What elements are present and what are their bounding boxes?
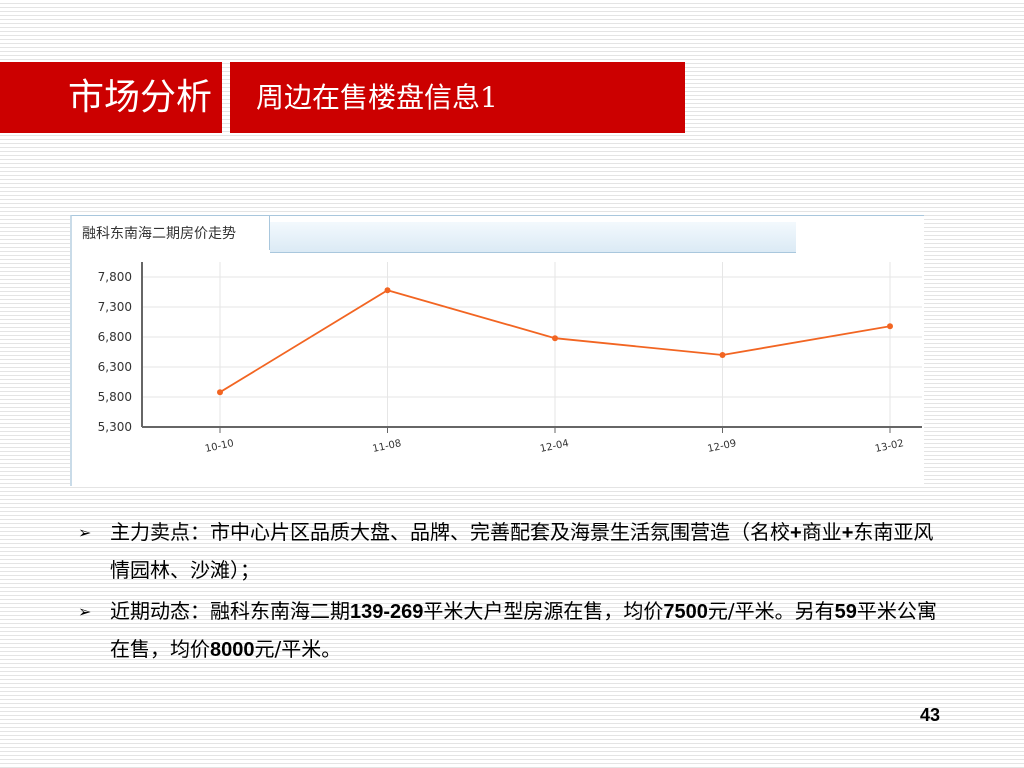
bullet-text: 平米公寓在售，均价	[110, 599, 937, 661]
bullet-item: ➢ 主力卖点：市中心片区品质大盘、品牌、完善配套及海景生活氛围营造（名校+商业+东…	[78, 514, 948, 589]
x-tick-label: 11-08	[372, 438, 403, 455]
arrow-bullet-icon: ➢	[78, 602, 92, 621]
page-title: 周边在售楼盘信息1	[230, 62, 685, 133]
bullet-text: 139-269	[350, 601, 424, 623]
y-tick-label: 7,800	[98, 270, 132, 284]
chart-panel: 融科东南海二期房价走势 7,800 7,300 6,800 6,300 5,800 5,3…	[70, 215, 924, 486]
bullet-text: 东南亚风情园林、沙滩）；	[110, 520, 934, 582]
y-tick-label: 5,300	[98, 420, 132, 434]
x-tick-label: 12-04	[539, 438, 570, 455]
chart-title-tab[interactable]: 融科东南海二期房价走势	[72, 216, 270, 250]
bullet-text: +	[841, 522, 854, 544]
chart-header-bar	[270, 222, 796, 253]
section-title: 市场分析	[0, 62, 222, 133]
bullet-text: 近期动态：融科东南海二期	[110, 599, 350, 623]
x-tick-label: 10-10	[204, 438, 235, 455]
x-tick-label: 12-09	[707, 438, 738, 455]
bullet-text: 元/平米。	[254, 637, 342, 661]
x-tick-label: 13-02	[874, 438, 905, 455]
bullet-text: 主力卖点：市中心片区品质大盘、品牌、完善配套及海景生活氛围营造（名校	[110, 520, 790, 544]
bullet-item: ➢ 近期动态：融科东南海二期139-269平米大户型房源在售，均价7500元/平米…	[78, 593, 948, 669]
bullet-text: 元/平米。另有	[707, 599, 835, 623]
bullet-text: 7500	[663, 601, 708, 623]
data-point	[887, 323, 893, 330]
arrow-bullet-icon: ➢	[78, 523, 92, 542]
data-point	[217, 389, 223, 396]
y-tick-label: 5,800	[98, 390, 132, 404]
data-point	[719, 352, 726, 358]
bullet-text: 59	[834, 601, 857, 623]
bullet-text: 商业	[801, 520, 842, 544]
bullet-text: 平米大户型房源在售，均价	[423, 599, 664, 623]
bullet-list: ➢ 主力卖点：市中心片区品质大盘、品牌、完善配套及海景生活氛围营造（名校+商业+东…	[78, 514, 948, 673]
bullet-text: 8000	[210, 639, 255, 661]
y-tick-label: 6,800	[98, 330, 132, 344]
price-trend-chart: 7,800 7,300 6,800 6,300 5,800 5,300 10-10 11-08…	[98, 262, 922, 455]
y-tick-label: 7,300	[98, 300, 132, 314]
data-point	[552, 335, 558, 342]
data-point	[384, 287, 391, 294]
bullet-text: +	[790, 522, 802, 544]
y-tick-label: 6,300	[98, 360, 132, 374]
page-number: 43	[920, 705, 941, 725]
